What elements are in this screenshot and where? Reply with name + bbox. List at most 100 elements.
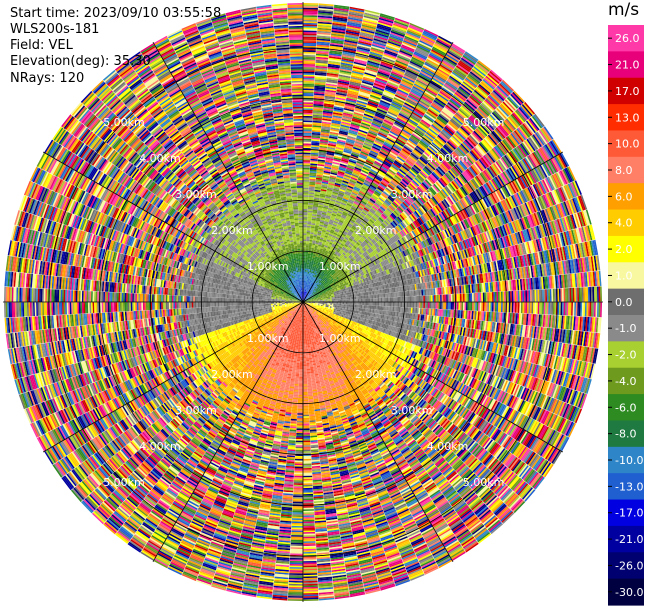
velocity-gate xyxy=(303,201,308,203)
velocity-gate xyxy=(303,156,310,158)
velocity-gate xyxy=(304,273,306,275)
velocity-gate xyxy=(303,165,310,167)
velocity-gate xyxy=(303,180,309,182)
velocity-gate xyxy=(303,96,314,98)
velocity-gate xyxy=(309,271,311,273)
velocity-gate xyxy=(303,192,309,194)
velocity-gate xyxy=(303,209,308,211)
velocity-gate xyxy=(303,153,311,155)
velocity-gate xyxy=(303,140,311,142)
velocity-gate xyxy=(303,214,308,216)
velocity-gate xyxy=(303,241,306,243)
velocity-gate xyxy=(307,266,309,268)
velocity-gate xyxy=(308,269,310,271)
velocity-gate xyxy=(303,159,310,161)
velocity-gate xyxy=(303,224,307,226)
velocity-gate xyxy=(303,171,310,173)
velocity-gate xyxy=(303,207,308,209)
velocity-gate xyxy=(303,183,309,185)
velocity-gate xyxy=(303,185,309,187)
velocity-gate xyxy=(303,204,308,206)
velocity-gate xyxy=(303,127,312,129)
velocity-gate xyxy=(303,247,306,249)
velocity-gate xyxy=(303,229,307,231)
velocity-gate xyxy=(303,163,310,165)
velocity-gate xyxy=(304,282,305,284)
velocity-gate xyxy=(303,61,315,63)
velocity-gate xyxy=(305,255,308,257)
velocity-gate xyxy=(305,278,306,280)
velocity-gate xyxy=(303,35,317,37)
velocity-gate xyxy=(303,211,308,213)
velocity-gate xyxy=(303,244,306,246)
velocity-gate xyxy=(303,95,314,97)
velocity-gate xyxy=(303,212,308,214)
velocity-gate xyxy=(303,142,311,144)
velocity-gate xyxy=(309,246,312,248)
velocity-gate xyxy=(303,93,314,95)
velocity-gate xyxy=(307,273,309,275)
velocity-gate xyxy=(303,82,314,84)
velocity-gate xyxy=(303,41,316,43)
velocity-gate xyxy=(308,255,311,257)
velocity-gate xyxy=(303,198,308,200)
velocity-gate xyxy=(306,272,308,274)
velocity-gate xyxy=(303,113,313,115)
velocity-gate xyxy=(303,90,314,92)
velocity-gate xyxy=(303,227,307,229)
velocity-gate xyxy=(303,92,314,94)
velocity-gate xyxy=(306,240,309,242)
velocity-gate xyxy=(303,206,308,208)
velocity-gate xyxy=(305,279,306,281)
velocity-gate xyxy=(307,217,311,219)
velocity-gate xyxy=(305,264,307,266)
velocity-gate xyxy=(303,154,311,156)
velocity-gate xyxy=(304,275,305,277)
velocity-gate xyxy=(305,282,306,284)
velocity-gate xyxy=(307,278,308,280)
velocity-gate xyxy=(303,232,307,234)
velocity-gate xyxy=(305,256,307,258)
velocity-gate xyxy=(303,174,310,176)
velocity-gate xyxy=(306,275,308,277)
velocity-gate xyxy=(303,197,308,199)
velocity-gate xyxy=(303,157,310,159)
velocity-gate xyxy=(308,254,311,256)
velocity-gate xyxy=(303,220,307,222)
velocity-gate xyxy=(303,79,314,81)
velocity-gate xyxy=(303,124,312,126)
velocity-gate xyxy=(303,249,306,251)
velocity-gate xyxy=(303,145,311,147)
velocity-gate xyxy=(303,236,306,238)
velocity-gate xyxy=(303,146,311,148)
velocity-gate xyxy=(303,119,312,121)
velocity-gate xyxy=(303,136,311,138)
velocity-gate xyxy=(303,53,316,55)
velocity-gate xyxy=(303,238,306,240)
velocity-gate xyxy=(303,110,313,112)
velocity-gate xyxy=(308,215,313,217)
velocity-gate xyxy=(305,265,307,267)
velocity-gate xyxy=(303,114,313,116)
velocity-gate xyxy=(306,243,309,245)
velocity-gate xyxy=(303,189,309,191)
velocity-gate xyxy=(307,230,311,232)
velocity-gate xyxy=(305,259,307,261)
velocity-gate xyxy=(303,186,309,188)
velocity-gate xyxy=(304,276,305,278)
velocity-gate xyxy=(308,208,313,210)
velocity-gate xyxy=(305,258,307,260)
velocity-gate xyxy=(303,37,317,39)
velocity-gate xyxy=(303,102,313,104)
velocity-gate xyxy=(303,81,314,83)
velocity-gate xyxy=(306,241,309,243)
velocity-gate xyxy=(303,168,310,170)
velocity-gate xyxy=(304,278,305,280)
velocity-gate xyxy=(303,188,309,190)
velocity-gate xyxy=(307,223,311,225)
velocity-gate xyxy=(307,267,309,269)
velocity-gate xyxy=(306,235,310,237)
velocity-gate xyxy=(303,151,311,153)
velocity-gate xyxy=(305,262,307,264)
velocity-gate xyxy=(303,73,315,75)
